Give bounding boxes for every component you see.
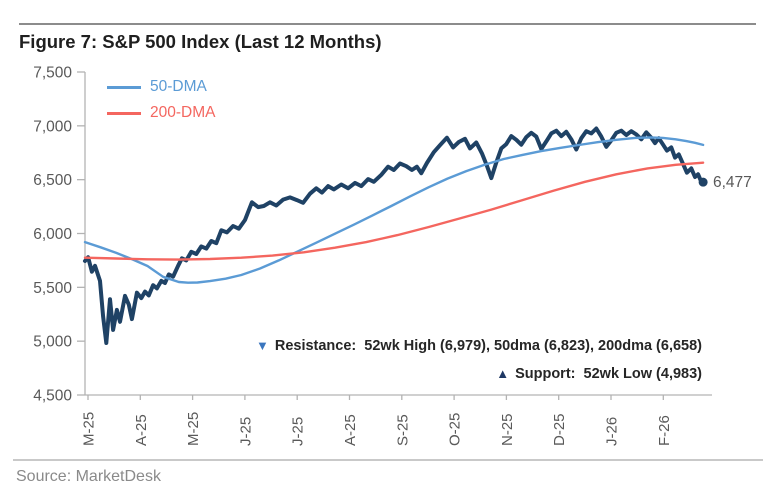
support-triangle-up-icon: ▲ <box>496 366 510 381</box>
x-axis-tick-label: S-25 <box>394 414 411 446</box>
resistance-text: Resistance: 52wk High (6,979), 50dma (6,… <box>274 338 702 354</box>
dma200-line <box>83 161 705 261</box>
figure-title: Figure 7: S&P 500 Index (Last 12 Months) <box>19 31 382 52</box>
x-axis-tick-label: F-26 <box>656 415 673 446</box>
x-axis-tick-label: J-25 <box>237 417 254 446</box>
legend-swatch-50dma <box>107 85 141 89</box>
y-axis-tick-label: 6,000 <box>33 226 72 243</box>
legend-item-200dma: 200-DMA <box>107 102 215 124</box>
last-price-label: 6,477 <box>713 174 752 191</box>
x-axis-tick-label: A-25 <box>342 414 359 446</box>
legend-swatch-200dma <box>107 111 141 115</box>
legend-label-200dma: 200-DMA <box>150 104 216 121</box>
x-axis-tick-label: N-25 <box>499 413 516 446</box>
legend-label-50dma: 50-DMA <box>150 78 207 95</box>
dma50-line <box>83 136 705 284</box>
support-text: Support: 52wk Low (4,983) <box>515 366 702 382</box>
chart-legend: 50-DMA 200-DMA <box>107 76 215 128</box>
y-axis-tick-label: 6,500 <box>33 172 72 189</box>
x-axis-tick-label: D-25 <box>551 413 568 446</box>
x-axis-tick-label: J-25 <box>290 417 307 446</box>
x-axis-tick-label: M-25 <box>81 412 98 446</box>
y-axis-tick-label: 5,000 <box>33 334 72 351</box>
resistance-triangle-down-icon: ▼ <box>255 338 269 353</box>
support-annotation: ▲ Support: 52wk Low (4,983) <box>256 360 702 388</box>
price-end-dot <box>698 177 708 187</box>
x-axis-tick-label: M-25 <box>185 412 202 446</box>
legend-item-50dma: 50-DMA <box>107 76 215 98</box>
x-axis-tick-label: O-25 <box>447 413 464 446</box>
x-axis-tick-label: A-25 <box>133 414 150 446</box>
resistance-annotation: ▼ Resistance: 52wk High (6,979), 50dma (6… <box>256 332 702 360</box>
annotations: ▼ Resistance: 52wk High (6,979), 50dma (6… <box>256 332 702 388</box>
price-line <box>83 126 706 345</box>
bottom-divider <box>13 459 763 461</box>
top-divider <box>19 23 756 25</box>
y-axis-tick-label: 4,500 <box>33 388 72 405</box>
y-axis-tick-label: 5,500 <box>33 280 72 297</box>
chart-canvas: 7,500 7,000 6,500 6,000 5,500 5,000 4,500 M-25 A… <box>33 65 712 446</box>
x-axis-tick-label: J-26 <box>604 417 621 446</box>
y-axis-tick-label: 7,000 <box>33 118 72 135</box>
y-axis-tick-label: 7,500 <box>33 65 72 82</box>
source-caption: Source: MarketDesk <box>16 468 161 485</box>
